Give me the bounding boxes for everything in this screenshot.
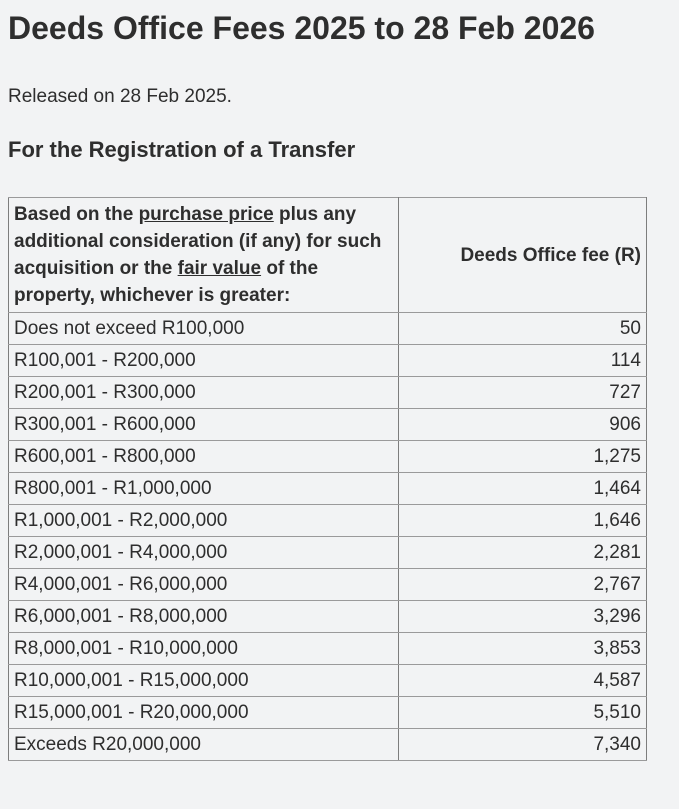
table-row: R15,000,001 - R20,000,000 5,510 — [8, 696, 647, 729]
table-row: R200,001 - R300,000 727 — [8, 376, 647, 409]
fee-cell: 2,281 — [398, 536, 647, 569]
fee-cell: 1,275 — [398, 440, 647, 473]
price-range-cell: R800,001 - R1,000,000 — [8, 472, 399, 505]
table-row: R100,001 - R200,000 114 — [8, 344, 647, 377]
purchase-price-underlined-text: purchase price — [138, 204, 274, 225]
price-range-cell: Does not exceed R100,000 — [8, 312, 399, 345]
table-row: R10,000,001 - R15,000,000 4,587 — [8, 664, 647, 697]
price-range-cell: R10,000,001 - R15,000,000 — [8, 664, 399, 697]
price-range-cell: Exceeds R20,000,000 — [8, 728, 399, 761]
fee-cell: 906 — [398, 408, 647, 441]
fee-cell: 114 — [398, 344, 647, 377]
price-range-cell: R4,000,001 - R6,000,000 — [8, 568, 399, 601]
table-row: R2,000,001 - R4,000,000 2,281 — [8, 536, 647, 569]
section-heading: For the Registration of a Transfer — [8, 137, 356, 162]
header-basis-text: plus any additional consideration (if an… — [14, 204, 382, 279]
fee-cell: 5,510 — [398, 696, 647, 729]
header-basis-text: Based on the — [14, 204, 139, 225]
fees-table-body: Does not exceed R100,000 50 R100,001 - R20… — [8, 312, 647, 761]
fee-cell: 7,340 — [398, 728, 647, 761]
fee-cell: 50 — [398, 312, 647, 345]
price-range-cell: R100,001 - R200,000 — [8, 344, 399, 377]
table-row: R600,001 - R800,000 1,275 — [8, 440, 647, 473]
price-range-cell: R6,000,001 - R8,000,000 — [8, 600, 399, 633]
price-range-cell: R1,000,001 - R2,000,000 — [8, 504, 399, 537]
fee-cell: 2,767 — [398, 568, 647, 601]
page-title: Deeds Office Fees 2025 to 28 Feb 2026 — [8, 10, 595, 46]
fair-value-underlined-text: fair value — [177, 258, 262, 279]
table-row: Does not exceed R100,000 50 — [8, 312, 647, 345]
price-range-cell: R600,001 - R800,000 — [8, 440, 399, 473]
price-range-cell: R200,001 - R300,000 — [8, 376, 399, 409]
table-row: R1,000,001 - R2,000,000 1,646 — [8, 504, 647, 537]
table-row: R6,000,001 - R8,000,000 3,296 — [8, 600, 647, 633]
table-row: R300,001 - R600,000 906 — [8, 408, 647, 441]
table-row: Exceeds R20,000,000 7,340 — [8, 728, 647, 761]
price-range-cell: R15,000,001 - R20,000,000 — [8, 696, 399, 729]
header-basis-text: of the property, whichever is greater: — [14, 258, 319, 306]
table-row: R800,001 - R1,000,000 1,464 — [8, 472, 647, 505]
released-date: Released on 28 Feb 2025. — [8, 86, 232, 107]
fee-cell: 3,853 — [398, 632, 647, 665]
fee-cell: 3,296 — [398, 600, 647, 633]
fees-table: Based on the purchase price plus any add… — [8, 197, 647, 761]
fee-cell: 727 — [398, 376, 647, 409]
price-range-cell: R8,000,001 - R10,000,000 — [8, 632, 399, 665]
fee-cell: 4,587 — [398, 664, 647, 697]
table-row: R8,000,001 - R10,000,000 3,853 — [8, 632, 647, 665]
fee-cell: 1,646 — [398, 504, 647, 537]
page: Deeds Office Fees 2025 to 28 Feb 2026 Re… — [0, 10, 679, 761]
header-price-basis: Based on the purchase price plus any add… — [8, 197, 399, 313]
price-range-cell: R300,001 - R600,000 — [8, 408, 399, 441]
table-header-row: Based on the purchase price plus any add… — [8, 197, 647, 313]
header-deeds-office-fee: Deeds Office fee (R) — [398, 197, 647, 313]
fee-cell: 1,464 — [398, 472, 647, 505]
table-row: R4,000,001 - R6,000,000 2,767 — [8, 568, 647, 601]
price-range-cell: R2,000,001 - R4,000,000 — [8, 536, 399, 569]
